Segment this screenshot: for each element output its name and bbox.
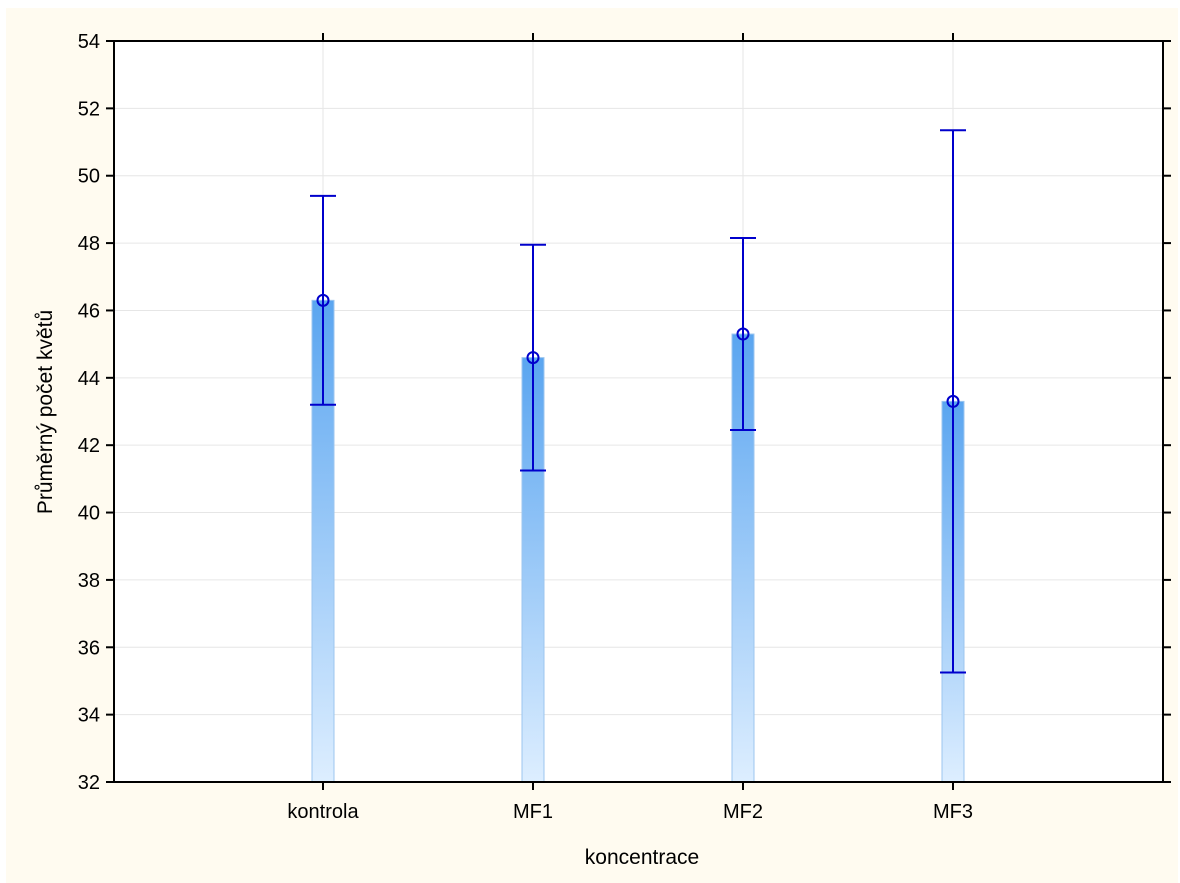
mean-marker <box>736 327 750 341</box>
y-tick-label: 52 <box>78 98 100 120</box>
y-tick-label: 48 <box>78 233 100 255</box>
x-tick-label: MF3 <box>933 801 973 823</box>
x-axis-ticks: kontrola MF1 MF2 MF3 <box>287 33 973 823</box>
x-axis-title: koncentrace <box>585 846 699 869</box>
y-tick-label: 36 <box>78 637 100 659</box>
mean-marker <box>526 351 540 365</box>
x-tick-label: MF1 <box>513 801 553 823</box>
y-tick-label: 54 <box>78 31 100 53</box>
mean-marker <box>316 293 330 307</box>
y-tick-label: 46 <box>78 300 100 322</box>
y-axis-ticks: 32 34 36 38 40 42 44 46 48 50 52 54 <box>78 31 1171 794</box>
y-tick-label: 42 <box>78 435 100 457</box>
plot-border <box>113 40 1164 783</box>
y-tick-label: 38 <box>78 570 100 592</box>
y-tick-label: 50 <box>78 166 100 188</box>
y-axis-title: Průměrný počet květů <box>34 310 57 514</box>
x-tick-label: MF2 <box>723 801 763 823</box>
y-tick-label: 44 <box>78 368 100 390</box>
plot-area <box>114 41 1163 782</box>
y-tick-label: 34 <box>78 705 100 727</box>
y-tick-label: 32 <box>78 772 100 794</box>
mean-marker <box>946 394 960 408</box>
x-tick-label: kontrola <box>287 801 359 823</box>
y-tick-label: 40 <box>78 503 100 525</box>
error-bars <box>310 129 966 674</box>
